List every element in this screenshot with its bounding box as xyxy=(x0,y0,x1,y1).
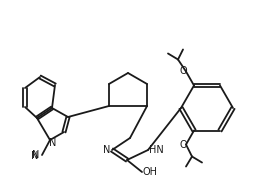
Text: HN: HN xyxy=(149,145,163,155)
Text: O: O xyxy=(179,67,187,77)
Text: N: N xyxy=(49,138,57,148)
Text: N: N xyxy=(31,151,38,161)
Text: O: O xyxy=(179,139,187,149)
Text: N: N xyxy=(32,150,40,160)
Text: OH: OH xyxy=(143,167,157,177)
Text: N: N xyxy=(103,145,111,155)
